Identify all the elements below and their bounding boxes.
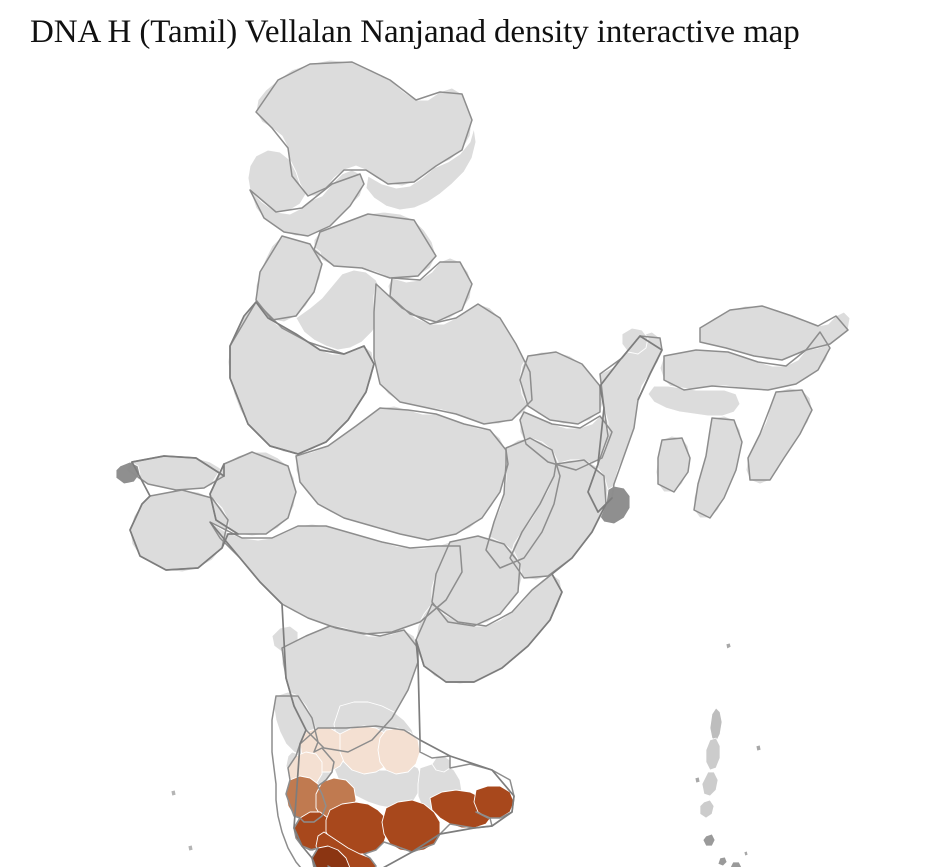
map-canvas[interactable] bbox=[0, 56, 945, 867]
state-border-up bbox=[373, 283, 533, 425]
country-boundary-group bbox=[129, 301, 663, 867]
island-little-andaman[interactable] bbox=[699, 799, 715, 819]
district-nagapattinam[interactable] bbox=[473, 785, 515, 819]
state-border-westbengal bbox=[587, 335, 663, 513]
district-nagaland-manipur[interactable] bbox=[745, 387, 813, 485]
island-lakshadweep-1[interactable] bbox=[170, 789, 177, 797]
state-border-tamilnadu bbox=[285, 725, 515, 867]
state-border-chhattisgarh bbox=[485, 437, 561, 569]
island-dot-north[interactable] bbox=[725, 642, 732, 650]
district-bihar[interactable] bbox=[519, 351, 605, 425]
lakshadweep-islands-group[interactable] bbox=[170, 789, 194, 852]
state-border-tripura bbox=[657, 437, 691, 493]
state-border-northeast bbox=[663, 331, 831, 391]
state-border-manipur-nagaland bbox=[747, 389, 813, 481]
state-border-jharkhand bbox=[519, 411, 613, 471]
district-ladakh-east[interactable] bbox=[365, 127, 477, 211]
district-himachal[interactable] bbox=[313, 211, 437, 281]
island-lakshadweep-2[interactable] bbox=[187, 844, 194, 852]
district-meghalaya[interactable] bbox=[647, 385, 741, 417]
island-north-andaman[interactable] bbox=[709, 707, 723, 743]
india-map-svg[interactable] bbox=[0, 56, 945, 867]
state-border-hp-uk bbox=[249, 173, 365, 237]
state-border-jk bbox=[255, 61, 473, 197]
india-coastline bbox=[129, 301, 663, 867]
island-dot-east[interactable] bbox=[755, 744, 762, 752]
island-dot-nicobar-ne[interactable] bbox=[743, 850, 749, 857]
island-south-andaman[interactable] bbox=[701, 771, 719, 797]
state-border-arunachal bbox=[699, 305, 849, 361]
state-border-himachal-uk bbox=[313, 213, 437, 279]
island-nicobar-small-1[interactable] bbox=[717, 856, 728, 867]
island-car-nicobar[interactable] bbox=[702, 833, 716, 847]
state-border-mp bbox=[295, 407, 509, 541]
andaman-nicobar-islands-group[interactable] bbox=[694, 642, 762, 867]
district-kashmir-valley[interactable] bbox=[247, 149, 307, 213]
district-tiruppur-erode[interactable] bbox=[377, 727, 421, 775]
island-middle-andaman[interactable] bbox=[705, 737, 721, 771]
district-mizoram-tripura[interactable] bbox=[693, 415, 743, 519]
district-kutch-west-tip[interactable] bbox=[115, 461, 141, 485]
island-great-nicobar[interactable] bbox=[729, 861, 742, 867]
state-border-telangana bbox=[431, 535, 521, 627]
state-border-bihar bbox=[519, 351, 601, 425]
page-title: DNA H (Tamil) Vellalan Nanjanad density … bbox=[30, 14, 800, 50]
state-border-uttarakhand bbox=[389, 261, 473, 323]
base-landmass-group bbox=[115, 59, 851, 867]
state-border-mizoram bbox=[693, 417, 743, 519]
state-border-odisha bbox=[509, 459, 607, 579]
island-dot-west[interactable] bbox=[694, 776, 701, 784]
